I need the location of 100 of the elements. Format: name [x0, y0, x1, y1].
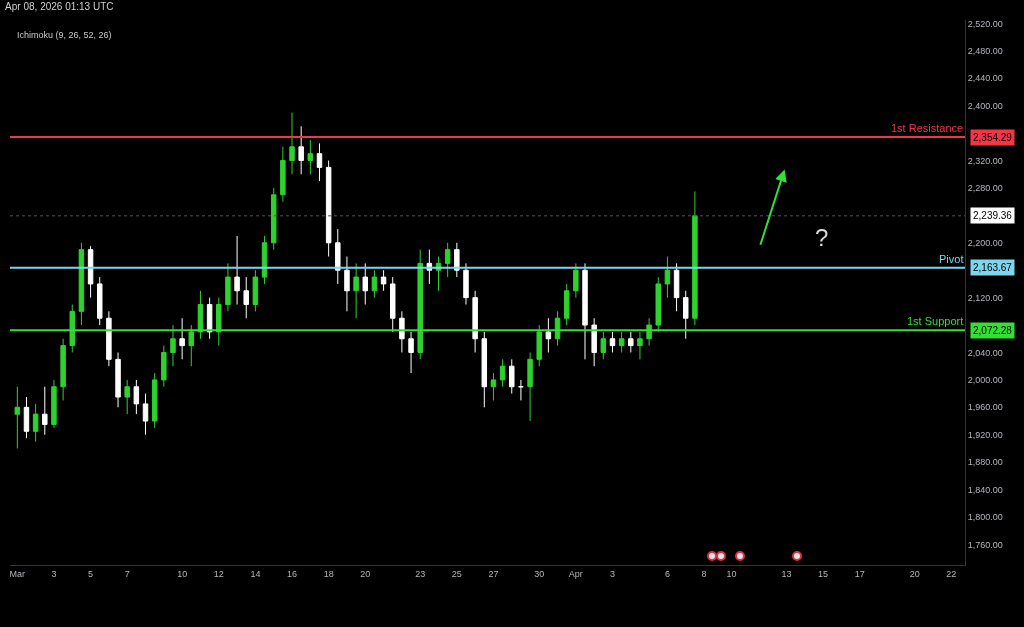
x-tick-label: 12	[213, 568, 224, 579]
candlestick	[60, 338, 66, 401]
candlestick	[380, 269, 387, 292]
candlestick	[536, 324, 542, 367]
ref-line-label: 1st Support	[907, 315, 964, 327]
candlestick	[408, 331, 414, 374]
x-tick-label: 7	[124, 568, 130, 579]
x-tick-label: Mar	[9, 568, 26, 579]
candlestick	[399, 310, 405, 353]
y-tick-label: 2,000.00	[967, 375, 1003, 386]
candlestick	[463, 262, 469, 305]
x-tick-label: Apr	[568, 568, 583, 579]
candlestick	[142, 393, 149, 436]
candlestick	[335, 228, 341, 285]
candlestick	[472, 290, 478, 353]
candlestick	[325, 160, 332, 258]
y-tick-label: 1,960.00	[967, 402, 1003, 413]
candlestick	[499, 358, 506, 388]
text: 2,072.28	[973, 325, 1013, 336]
x-tick-label: 8	[701, 568, 707, 579]
x-tick-label: 15	[818, 568, 829, 579]
candlestick	[289, 112, 295, 175]
x-tick-label: 3	[51, 568, 57, 579]
x-tick-label: 10	[177, 568, 188, 579]
x-tick-label: 17	[854, 568, 865, 579]
annotation: Ichimoku (9, 26, 52, 26)	[17, 30, 112, 40]
candlestick	[69, 304, 76, 353]
text: 2,239.36	[973, 210, 1013, 221]
candlestick	[444, 242, 451, 278]
candlestick	[51, 379, 57, 429]
candlestick	[42, 386, 48, 436]
y-tick-label: 1,880.00	[967, 457, 1003, 468]
text: 2,354.29	[973, 132, 1013, 143]
candlestick	[344, 256, 350, 312]
candlestick	[353, 262, 359, 319]
candlestick	[133, 379, 140, 415]
candlestick	[225, 262, 231, 312]
candlestick	[197, 290, 204, 340]
candlestick	[280, 146, 286, 203]
candlestick	[389, 276, 396, 333]
candlestick	[609, 331, 616, 353]
candlestick	[509, 358, 515, 395]
candlestick	[206, 297, 213, 340]
y-tick-label: 1,840.00	[967, 484, 1003, 495]
candlestick	[87, 245, 94, 299]
x-tick-label: 16	[287, 568, 298, 579]
x-tick-label: 18	[323, 568, 334, 579]
x-tick-label: 25	[451, 568, 462, 579]
candlestick	[655, 276, 662, 333]
candlestick	[600, 331, 607, 360]
candlestick	[371, 269, 378, 299]
candlestick	[188, 324, 195, 367]
candlestick	[261, 235, 268, 285]
y-tick-label: 1,760.00	[967, 539, 1003, 550]
candlestick	[628, 331, 634, 353]
candlestick	[170, 324, 176, 367]
y-tick-label: 2,320.00	[967, 155, 1003, 166]
y-tick-label: 1,920.00	[967, 429, 1003, 440]
candlestick	[362, 262, 369, 305]
candlestick	[96, 276, 103, 326]
candlestick	[637, 331, 643, 360]
candlestick	[618, 331, 625, 353]
candlestick	[115, 351, 121, 408]
candlestick	[545, 317, 552, 353]
annotation: ?	[815, 224, 829, 251]
candlestick	[527, 351, 533, 422]
ref-line-label: Pivot	[939, 253, 964, 265]
candlestick	[298, 125, 304, 175]
y-tick-label: 2,200.00	[967, 237, 1003, 248]
candlestick	[270, 187, 277, 251]
candlestick	[216, 297, 222, 347]
y-tick-label: 2,280.00	[967, 183, 1003, 194]
x-tick-label: 22	[946, 568, 957, 579]
y-tick-label: 2,120.00	[967, 292, 1003, 303]
x-tick-label: 14	[250, 568, 261, 579]
candlestick	[454, 242, 460, 278]
x-tick-label: 20	[360, 568, 371, 579]
y-tick-label: 2,440.00	[967, 73, 1003, 84]
candlestick	[243, 276, 249, 319]
candlestick	[490, 372, 497, 401]
x-tick-label: 27	[488, 568, 499, 579]
y-tick-label: 2,040.00	[967, 347, 1003, 358]
x-tick-label: 5	[88, 568, 94, 579]
candlestick	[481, 331, 488, 408]
x-tick-label: 6	[664, 568, 670, 579]
candlestick	[23, 396, 30, 439]
x-tick-label: 3	[609, 568, 615, 579]
x-tick-label: 10	[726, 568, 737, 579]
candlestick	[682, 290, 689, 340]
candlestick	[106, 310, 112, 367]
candlestick	[518, 379, 524, 401]
candlestick	[582, 262, 588, 360]
candlestick	[234, 235, 240, 305]
candlestick	[664, 256, 671, 299]
candlestick	[124, 379, 130, 415]
y-tick-label: 2,400.00	[967, 100, 1003, 111]
candlestick	[573, 262, 579, 299]
candlestick	[417, 249, 423, 360]
candlestick	[692, 190, 698, 326]
candlestick	[316, 142, 323, 182]
